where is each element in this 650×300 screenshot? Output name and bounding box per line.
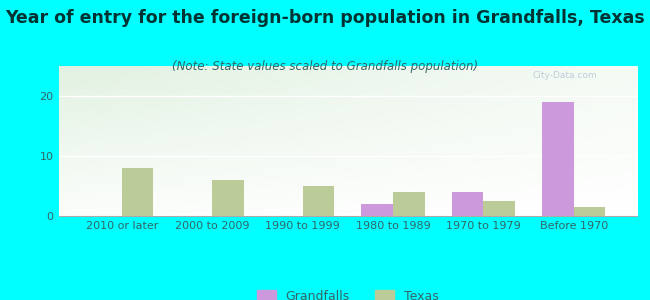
Text: Year of entry for the foreign-born population in Grandfalls, Texas: Year of entry for the foreign-born popul…	[5, 9, 645, 27]
Bar	[574, 207, 605, 216]
Bar	[302, 186, 334, 216]
Legend: Grandfalls, Texas: Grandfalls, Texas	[257, 290, 439, 300]
Bar	[452, 192, 484, 216]
Bar	[542, 102, 574, 216]
Bar	[122, 168, 153, 216]
Text: City-Data.com: City-Data.com	[533, 70, 597, 80]
Text: (Note: State values scaled to Grandfalls population): (Note: State values scaled to Grandfalls…	[172, 60, 478, 73]
Bar	[212, 180, 244, 216]
Bar	[361, 204, 393, 216]
Bar	[484, 201, 515, 216]
Bar	[393, 192, 424, 216]
